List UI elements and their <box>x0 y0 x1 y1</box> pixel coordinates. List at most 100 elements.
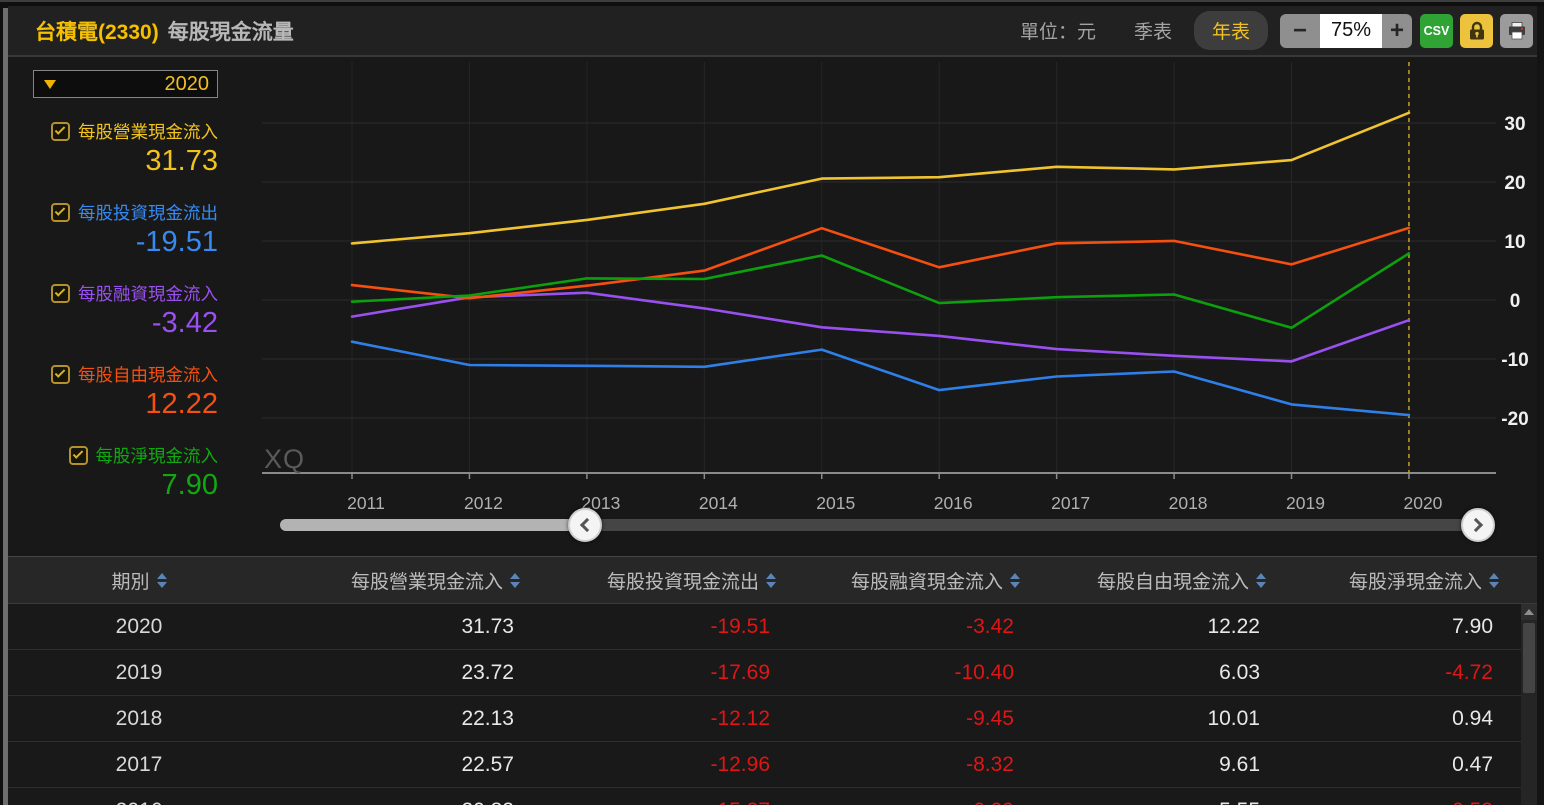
sort-arrows-icon <box>1010 572 1020 588</box>
table-cell-period: 2016 <box>8 788 270 805</box>
legend: 每股營業現金流入 31.73 每股投資現金流出 -19.51 每股融資現金流入 -3.42… <box>28 119 218 524</box>
legend-checkbox[interactable] <box>51 121 70 141</box>
legend-checkbox[interactable] <box>51 202 70 222</box>
triangle-up-icon <box>1524 609 1534 615</box>
table-sort-header[interactable]: 每股融資現金流入 <box>782 557 1026 603</box>
csv-export-button[interactable]: CSV <box>1420 13 1453 48</box>
x-axis-label: 2013 <box>581 493 620 513</box>
legend-label: 每股營業現金流入 <box>78 121 218 142</box>
table-cell: 22.13 <box>461 706 514 730</box>
stock-symbol: 台積電(2330) <box>35 20 159 44</box>
chevron-down-icon <box>44 79 56 89</box>
table-cell: -4.72 <box>1445 660 1493 684</box>
table-row[interactable]: 2020 31.73 -19.51 -3.42 12.22 7.90 <box>8 604 1537 650</box>
table-row[interactable]: 2018 22.13 -12.12 -9.45 10.01 0.94 <box>8 696 1537 742</box>
window-frame-right <box>1537 6 1544 805</box>
header-controls: 單位：元 季表 年表 − + CSV <box>1020 11 1533 50</box>
table-row[interactable]: 2019 23.72 -17.69 -10.40 6.03 -4.72 <box>8 650 1537 696</box>
print-button[interactable] <box>1500 13 1533 48</box>
table-cell: 22.57 <box>461 752 514 776</box>
x-axis-label: 2015 <box>816 493 855 513</box>
legend-label: 每股自由現金流入 <box>78 364 218 385</box>
legend-label: 每股投資現金流出 <box>78 202 218 223</box>
table-cell: -12.12 <box>710 706 770 730</box>
cashflow-table: 期別 每股營業現金流入 每股投資現金流出 每股融資現金流入 每股自由現金流入 每股淨現金流… <box>8 556 1537 805</box>
page-title: 每股現金流量 <box>167 20 294 44</box>
printer-icon <box>1508 21 1525 39</box>
table-cell: 23.72 <box>461 660 514 684</box>
table-cell: -9.45 <box>966 706 1014 730</box>
y-axis-label: 20 <box>1504 173 1525 194</box>
lock-icon <box>1469 21 1484 39</box>
year-dropdown[interactable]: 2020 <box>33 70 218 98</box>
x-axis-label: 2012 <box>464 493 503 513</box>
legend-checkbox[interactable] <box>51 283 70 303</box>
table-sort-header[interactable]: 每股自由現金流入 <box>1026 557 1272 603</box>
cashflow-line-chart: 30 20 10 0 -10 -20 2011 2012 2013 2014 2015 2016 201… <box>262 62 1529 513</box>
sort-arrows-icon <box>510 572 520 588</box>
y-axis-label: -10 <box>1501 350 1528 371</box>
sort-arrows-icon <box>766 572 776 588</box>
xq-watermark: XQ <box>264 444 306 474</box>
table-sort-header[interactable]: 期別 <box>8 557 270 603</box>
x-axis-label: 2016 <box>934 493 973 513</box>
table-cell: 7.90 <box>1452 614 1493 638</box>
legend-checkbox[interactable] <box>68 445 88 465</box>
legend-value: 12.22 <box>145 388 218 420</box>
zoom-in-button[interactable]: + <box>1382 13 1412 48</box>
table-cell: -19.51 <box>710 614 770 638</box>
scroll-up-button[interactable] <box>1521 604 1537 620</box>
legend-label: 每股淨現金流入 <box>95 445 219 466</box>
slider-next-button[interactable] <box>1461 508 1495 542</box>
table-cell: 0.47 <box>1452 752 1493 776</box>
table-cell: -3.42 <box>966 614 1014 638</box>
zoom-out-button[interactable]: − <box>1280 13 1320 48</box>
table-cell-period: 2019 <box>115 660 163 684</box>
table-cell: 31.73 <box>461 614 514 638</box>
table-row[interactable]: 2017 22.57 -12.96 -8.32 9.61 0.47 <box>8 742 1537 788</box>
table-sort-header[interactable]: 每股淨現金流入 <box>1272 557 1505 603</box>
slider-handle-left[interactable] <box>568 508 602 542</box>
table-cell: -15.27 <box>526 788 782 805</box>
scrollbar-thumb[interactable] <box>1523 623 1535 693</box>
header-bar: 台積電(2330) 每股現金流量 單位：元 季表 年表 − + CSV <box>8 6 1537 57</box>
table-cell-period: 2020 <box>115 614 163 638</box>
table-cell: -6.09 <box>782 788 1026 805</box>
legend-checkbox[interactable] <box>51 364 70 384</box>
table-cell: -8.32 <box>966 752 1014 776</box>
table-cell: -0.52 <box>1272 788 1505 805</box>
zoom-level-input[interactable] <box>1320 13 1382 48</box>
zoom-control: − + <box>1280 13 1412 48</box>
table-cell: 0.94 <box>1452 706 1493 730</box>
legend-value: -3.42 <box>151 307 218 339</box>
series-line-investing <box>350 340 1411 417</box>
table-body: 2020 31.73 -19.51 -3.42 12.22 7.90 2019 23.72 -1… <box>8 604 1537 805</box>
window-frame-left-bar <box>3 8 8 805</box>
chevron-right-icon <box>1468 517 1484 533</box>
x-axis-label: 2017 <box>1051 493 1090 513</box>
table-cell: -17.69 <box>710 660 770 684</box>
x-axis-label: 2014 <box>699 493 738 513</box>
legend-item: 每股投資現金流出 -19.51 <box>28 200 218 260</box>
table-sort-header[interactable]: 每股營業現金流入 <box>270 557 526 603</box>
year-dropdown-value: 2020 <box>164 72 210 95</box>
table-sort-header[interactable]: 每股投資現金流出 <box>526 557 782 603</box>
tab-yearly[interactable]: 年表 <box>1193 11 1268 50</box>
legend-item: 每股自由現金流入 12.22 <box>28 362 218 422</box>
x-axis-label: 2018 <box>1169 493 1208 513</box>
x-axis-label: 2011 <box>347 493 385 513</box>
table-cell-period: 2017 <box>115 752 163 776</box>
series-line-net <box>350 252 1411 330</box>
lock-button[interactable] <box>1460 13 1493 48</box>
table-scrollbar[interactable] <box>1521 604 1537 805</box>
table-cell: 20.82 <box>270 788 526 805</box>
table-cell: 10.01 <box>1207 706 1260 730</box>
sort-arrows-icon <box>156 572 167 588</box>
tab-quarterly[interactable]: 季表 <box>1134 17 1172 44</box>
y-axis-label: 30 <box>1504 114 1525 135</box>
series-line-free <box>350 226 1411 300</box>
sort-arrows-icon <box>1256 572 1266 588</box>
table-cell: -12.96 <box>710 752 770 776</box>
